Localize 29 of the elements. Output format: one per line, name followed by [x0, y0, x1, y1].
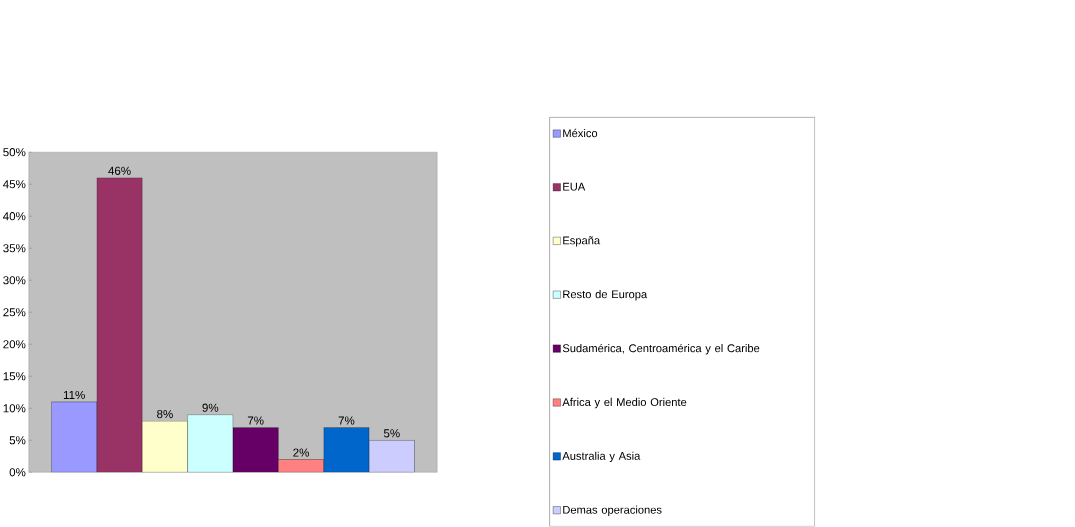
y-tick-label: 5%	[9, 436, 26, 445]
y-tick-label: 25%	[3, 308, 26, 317]
data-label: 8%	[157, 410, 173, 419]
y-tick-label: 45%	[3, 180, 26, 189]
data-label: 46%	[108, 166, 131, 176]
legend-label: México	[563, 129, 598, 138]
legend-label: EUA	[563, 183, 586, 191]
legend-label: Resto de Europa	[563, 290, 648, 301]
y-tick-label: 50%	[3, 148, 26, 157]
y-tick-label: 20%	[3, 340, 26, 349]
data-label: 11%	[63, 391, 85, 400]
y-tick-label: 0%	[9, 468, 26, 477]
bar	[368, 440, 415, 473]
legend-label: Australia y Asia	[562, 451, 641, 463]
legend-label: Demas operaciones	[563, 505, 662, 517]
data-label: 9%	[202, 403, 219, 413]
data-label: 5%	[383, 429, 400, 438]
data-label: 7%	[247, 416, 264, 425]
legend-label: España	[563, 236, 601, 247]
legend-label: Africa y el Medio Oriente	[562, 398, 687, 409]
data-label: 7%	[338, 416, 355, 425]
y-tick-label: 35%	[3, 244, 26, 253]
legend-label: Sudamérica, Centroamérica y el Caribe	[562, 344, 760, 355]
y-tick-label: 15%	[3, 372, 26, 381]
y-tick-label: 10%	[3, 404, 26, 413]
y-tick-label: 30%	[3, 276, 26, 285]
bar	[278, 459, 324, 473]
y-tick-label: 40%	[3, 212, 26, 221]
data-label: 2%	[293, 448, 309, 457]
